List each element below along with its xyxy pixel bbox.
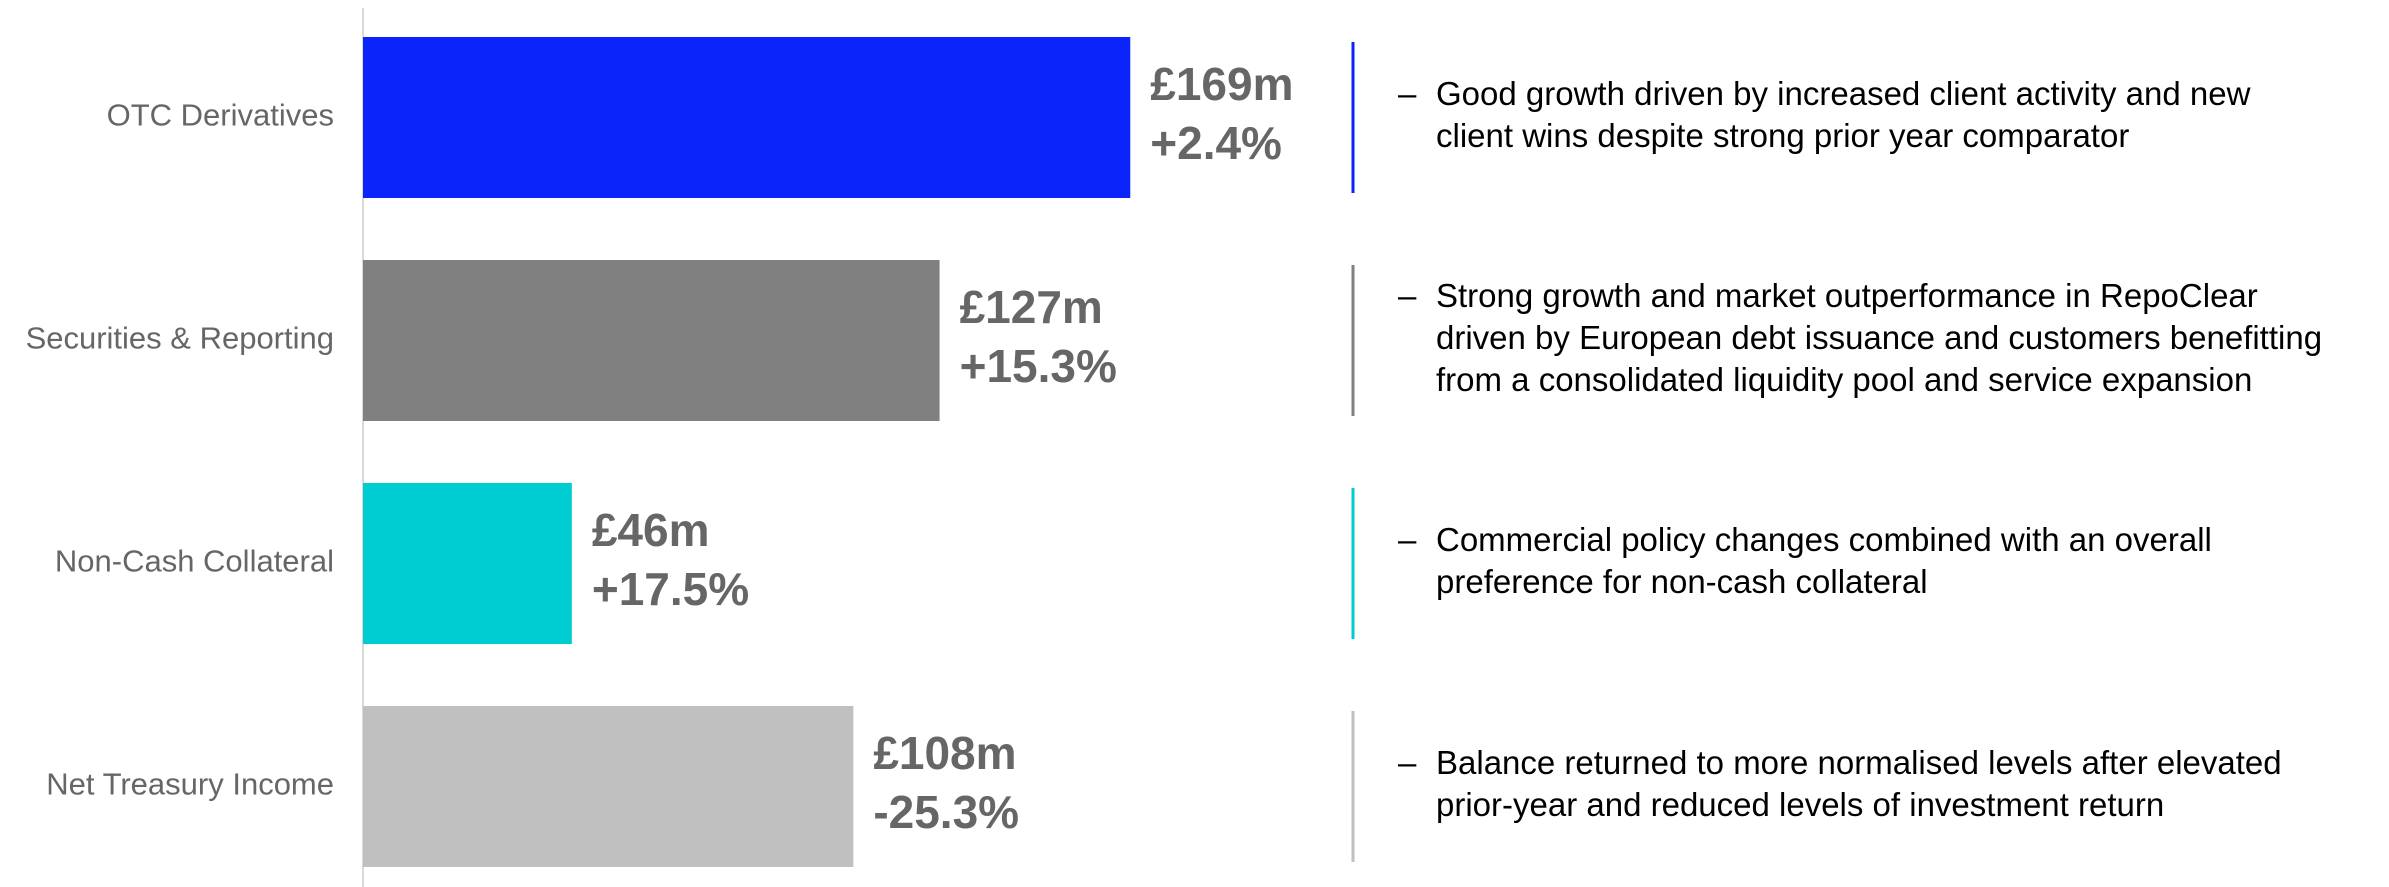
bullet-dash: –: [1398, 75, 1417, 112]
bar: [363, 706, 854, 867]
change-label: +2.4%: [1150, 117, 1282, 169]
category-label: Net Treasury Income: [46, 767, 334, 802]
comment-line: Commercial policy changes combined with …: [1436, 521, 2212, 558]
comment-line: driven by European debt issuance and cus…: [1436, 319, 2322, 356]
comment-line: preference for non-cash collateral: [1436, 563, 1928, 600]
bullet-dash: –: [1398, 521, 1417, 558]
change-label: -25.3%: [873, 786, 1019, 838]
comment-line: client wins despite strong prior year co…: [1436, 117, 2129, 154]
bar: [363, 260, 940, 421]
change-label: +17.5%: [592, 563, 749, 615]
value-label: £108m: [873, 727, 1016, 779]
change-label: +15.3%: [960, 340, 1117, 392]
comment-line: Good growth driven by increased client a…: [1436, 75, 2251, 112]
comment-line: from a consolidated liquidity pool and s…: [1436, 361, 2252, 398]
category-label: Securities & Reporting: [26, 321, 334, 356]
value-label: £169m: [1150, 58, 1293, 110]
category-label: OTC Derivatives: [107, 98, 334, 133]
bullet-dash: –: [1398, 277, 1417, 314]
comment-line: prior-year and reduced levels of investm…: [1436, 786, 2164, 823]
bullet-dash: –: [1398, 744, 1417, 781]
comment-line: Balance returned to more normalised leve…: [1436, 744, 2282, 781]
value-label: £46m: [592, 504, 710, 556]
value-label: £127m: [960, 281, 1103, 333]
bar: [363, 483, 572, 644]
category-label: Non-Cash Collateral: [55, 544, 334, 579]
bar: [363, 37, 1131, 198]
comment-line: Strong growth and market outperformance …: [1436, 277, 2258, 314]
